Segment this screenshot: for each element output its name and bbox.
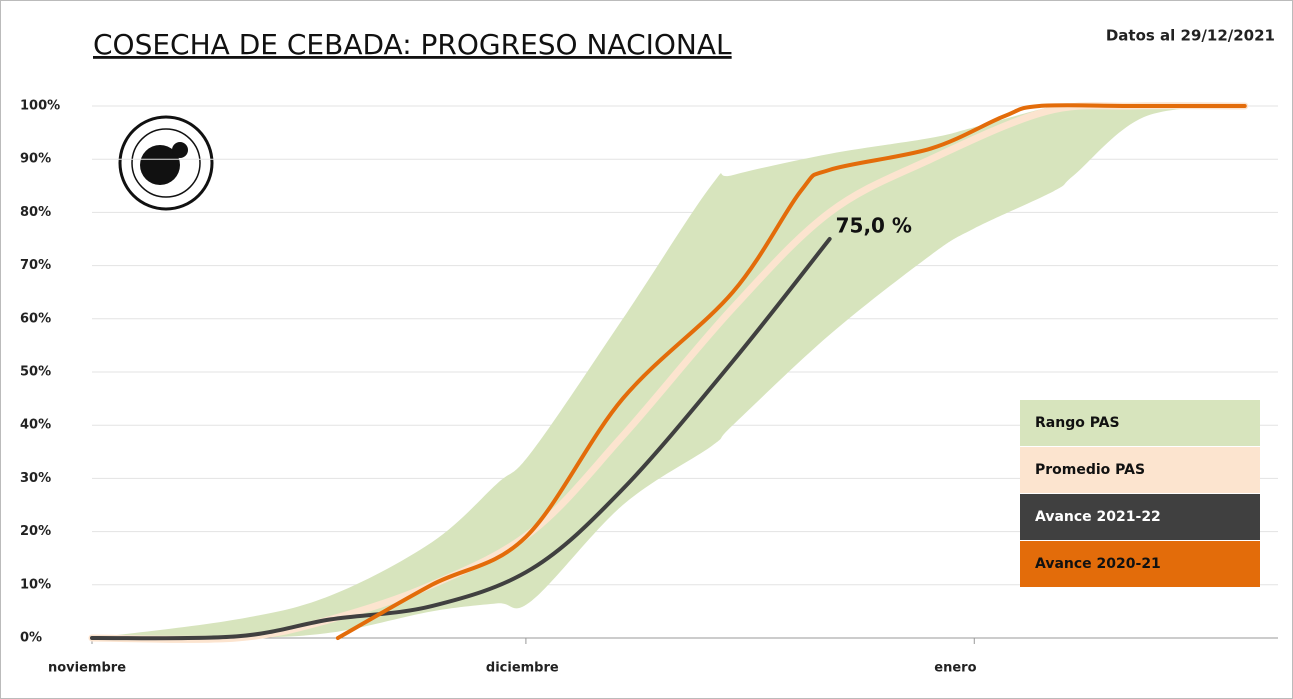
y-tick-label: 20% bbox=[20, 524, 51, 539]
legend-label: Avance 2020-21 bbox=[1035, 556, 1161, 572]
legend-swatch bbox=[1020, 541, 1260, 587]
legend-label: Avance 2021-22 bbox=[1035, 509, 1161, 525]
x-tick-label: diciembre bbox=[486, 661, 559, 676]
legend-swatch bbox=[1020, 494, 1260, 540]
chart-title: COSECHA DE CEBADA: PROGRESO NACIONAL bbox=[93, 28, 732, 61]
y-tick-label: 50% bbox=[20, 365, 51, 380]
y-tick-label: 90% bbox=[20, 152, 51, 167]
y-tick-label: 30% bbox=[20, 471, 51, 486]
y-tick-label: 0% bbox=[20, 631, 42, 646]
legend-label: Promedio PAS bbox=[1035, 462, 1145, 478]
logo bbox=[118, 115, 214, 211]
y-tick-label: 60% bbox=[20, 311, 51, 326]
y-tick-label: 70% bbox=[20, 258, 51, 273]
y-tick-label: 100% bbox=[20, 99, 60, 114]
y-tick-label: 10% bbox=[20, 577, 51, 592]
x-tick-label: noviembre bbox=[48, 661, 126, 676]
y-tick-label: 80% bbox=[20, 205, 51, 220]
range-area bbox=[92, 104, 1245, 639]
end-label: 75,0 % bbox=[836, 214, 912, 238]
legend-swatch bbox=[1020, 400, 1260, 446]
series-line bbox=[335, 103, 1247, 640]
legend-label: Rango PAS bbox=[1035, 415, 1120, 431]
subtitle: Datos al 29/12/2021 bbox=[1106, 27, 1275, 45]
legend-swatch bbox=[1020, 447, 1260, 493]
x-tick-label: enero bbox=[934, 661, 976, 676]
y-tick-label: 40% bbox=[20, 418, 51, 433]
series-line bbox=[90, 237, 832, 641]
